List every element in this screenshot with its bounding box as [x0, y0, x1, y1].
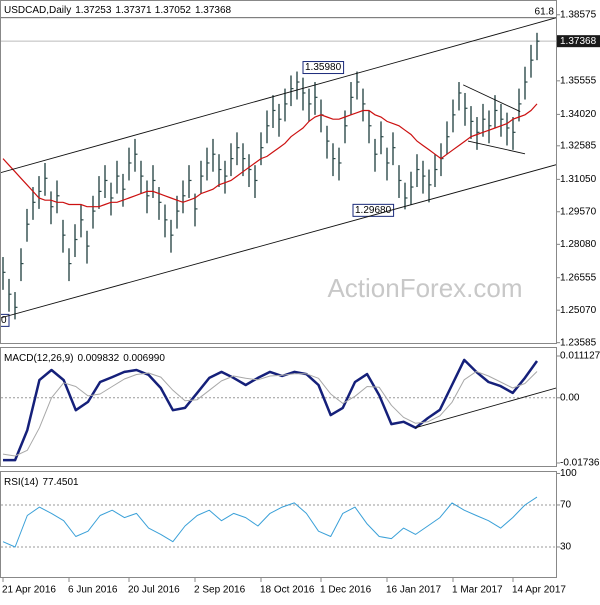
header-value: 1.37253	[75, 5, 112, 16]
y-tick-label: 1.25070	[560, 305, 597, 316]
watermark: ActionForex.com	[327, 273, 522, 303]
annotation-box	[352, 203, 395, 217]
x-tick-label: 1 Mar 2017	[452, 585, 503, 596]
price-panel-frame	[0, 0, 557, 344]
x-tick-label: 1 Dec 2016	[320, 585, 372, 596]
panel-header: RSI(14) 77.4501	[4, 477, 79, 488]
y-tick-label: 70	[560, 500, 572, 511]
annotation-label: 1.29680	[355, 205, 392, 216]
rsi-panel-frame	[0, 471, 557, 578]
x-tick-label: 14 Apr 2017	[512, 585, 566, 596]
y-tick-label: 1.26555	[560, 272, 597, 283]
y-tick-label: 1.31050	[560, 174, 597, 185]
y-tick-label: 30	[560, 542, 572, 553]
panel-title: MACD(12,26,9)	[4, 353, 73, 364]
trendline	[1, 164, 556, 319]
x-tick-label: 20 Jul 2016	[128, 585, 180, 596]
header-value: 0.006990	[123, 353, 165, 364]
y-tick-label: 1.35555	[560, 75, 597, 86]
header-value: 1.37371	[115, 5, 152, 16]
panel-1	[1, 358, 556, 462]
annotation-label: 0	[1, 315, 7, 326]
panel-0: ActionForex.com 61.8 1.35980 1.29680 0	[1, 6, 556, 327]
y-tick-label: 100	[560, 468, 577, 479]
header-value: 0.009832	[77, 353, 119, 364]
y-tick-label: 1.32585	[560, 140, 597, 151]
y-tick-label: 0.011127	[560, 351, 600, 362]
annotation-box	[1, 313, 10, 327]
y-tick-label: 1.38575	[560, 9, 597, 20]
annotation-box	[302, 61, 345, 75]
panel-header: USDCAD,Daily 1.37253 1.37371 1.37052 1.37368	[4, 5, 232, 16]
frames	[0, 0, 557, 578]
trendline	[467, 140, 526, 155]
y-tick-label: 1.28080	[560, 239, 597, 250]
annotation-label: 1.35980	[305, 62, 342, 73]
y-tick-label: 1.34020	[560, 109, 597, 120]
macd-panel-frame	[0, 347, 557, 467]
panel-header: MACD(12,26,9) 0.009832 0.006990	[4, 353, 165, 364]
trendline	[1, 17, 556, 174]
indicator-line	[2, 496, 538, 548]
panel-2	[1, 496, 556, 548]
x-tick-label: 21 Apr 2016	[2, 585, 56, 596]
x-tick-label: 16 Jan 2017	[386, 585, 441, 596]
trendline	[415, 387, 556, 429]
y-tick-label: 1.29570	[560, 206, 597, 217]
fib-label: 61.8	[535, 6, 555, 17]
header-value: 1.37052	[155, 5, 192, 16]
y-tick-label: -0.017367	[560, 458, 600, 469]
last-price-box	[557, 35, 600, 48]
y-tick-label: 0.00	[560, 392, 580, 403]
header-value: 1.37368	[195, 5, 232, 16]
panel-title: USDCAD,Daily	[4, 5, 71, 16]
moving-average	[2, 103, 538, 208]
last-price-label: 1.37368	[560, 36, 597, 47]
panel-title: RSI(14)	[4, 477, 38, 488]
header-value: 77.4501	[42, 477, 79, 488]
x-tick-label: 6 Jun 2016	[68, 585, 118, 596]
trendline	[463, 84, 521, 112]
x-tick-label: 2 Sep 2016	[194, 585, 246, 596]
y-tick-label: 1.23585	[560, 337, 597, 348]
x-tick-label: 18 Oct 2016	[260, 585, 315, 596]
indicator-line	[2, 371, 538, 457]
